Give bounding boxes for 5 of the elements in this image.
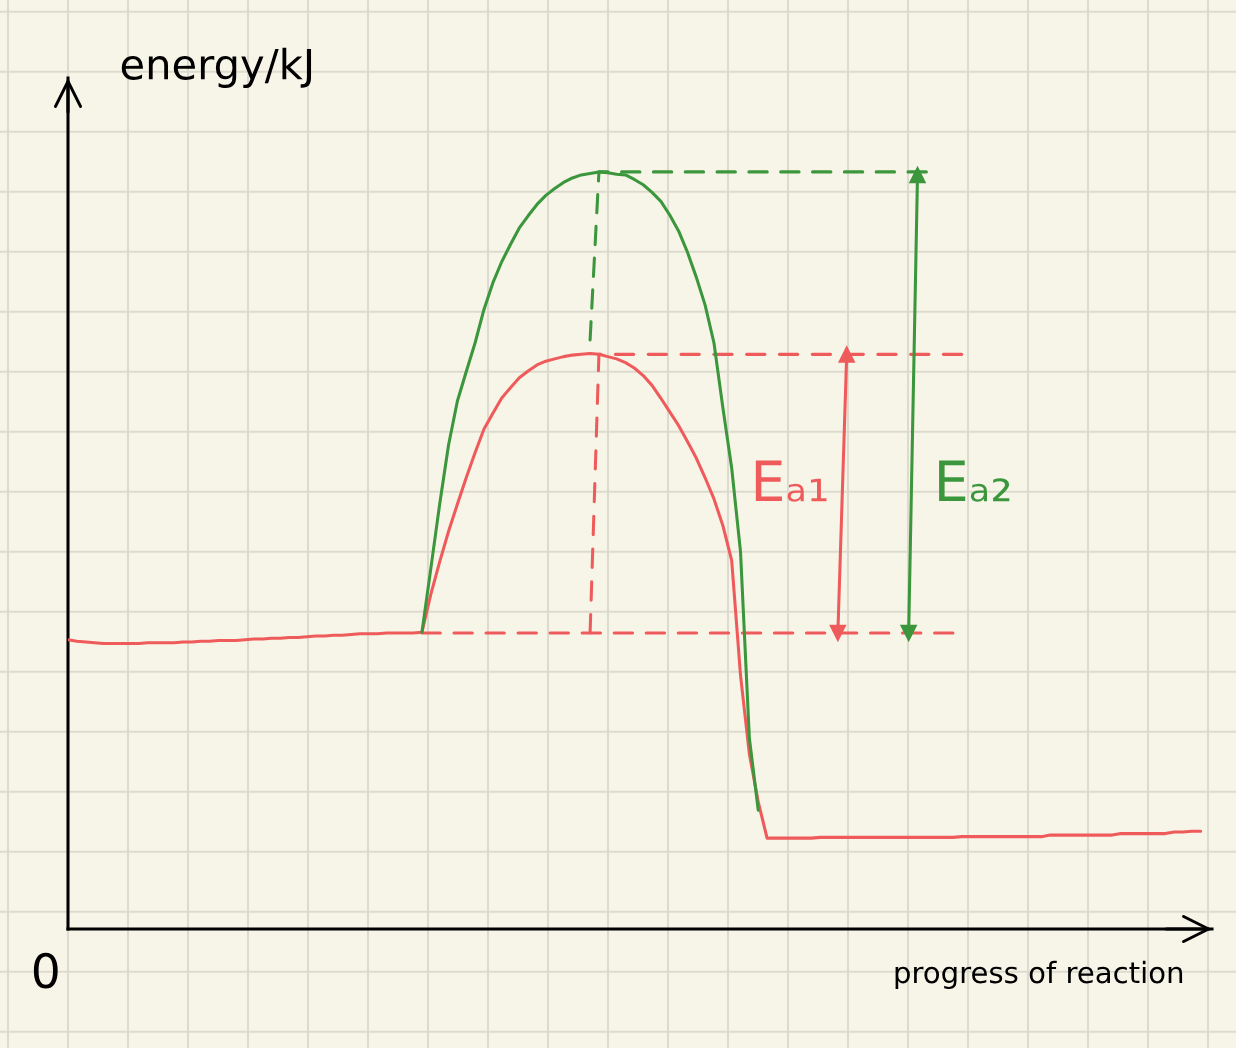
x-axis-title: progress of reaction — [895, 960, 1183, 990]
text: 0 — [33, 952, 58, 989]
series-label: Eₐ₁ — [755, 460, 827, 502]
series-label: Eₐ₂ — [939, 460, 1010, 502]
y-axis-title: energy/kJ — [121, 47, 312, 88]
